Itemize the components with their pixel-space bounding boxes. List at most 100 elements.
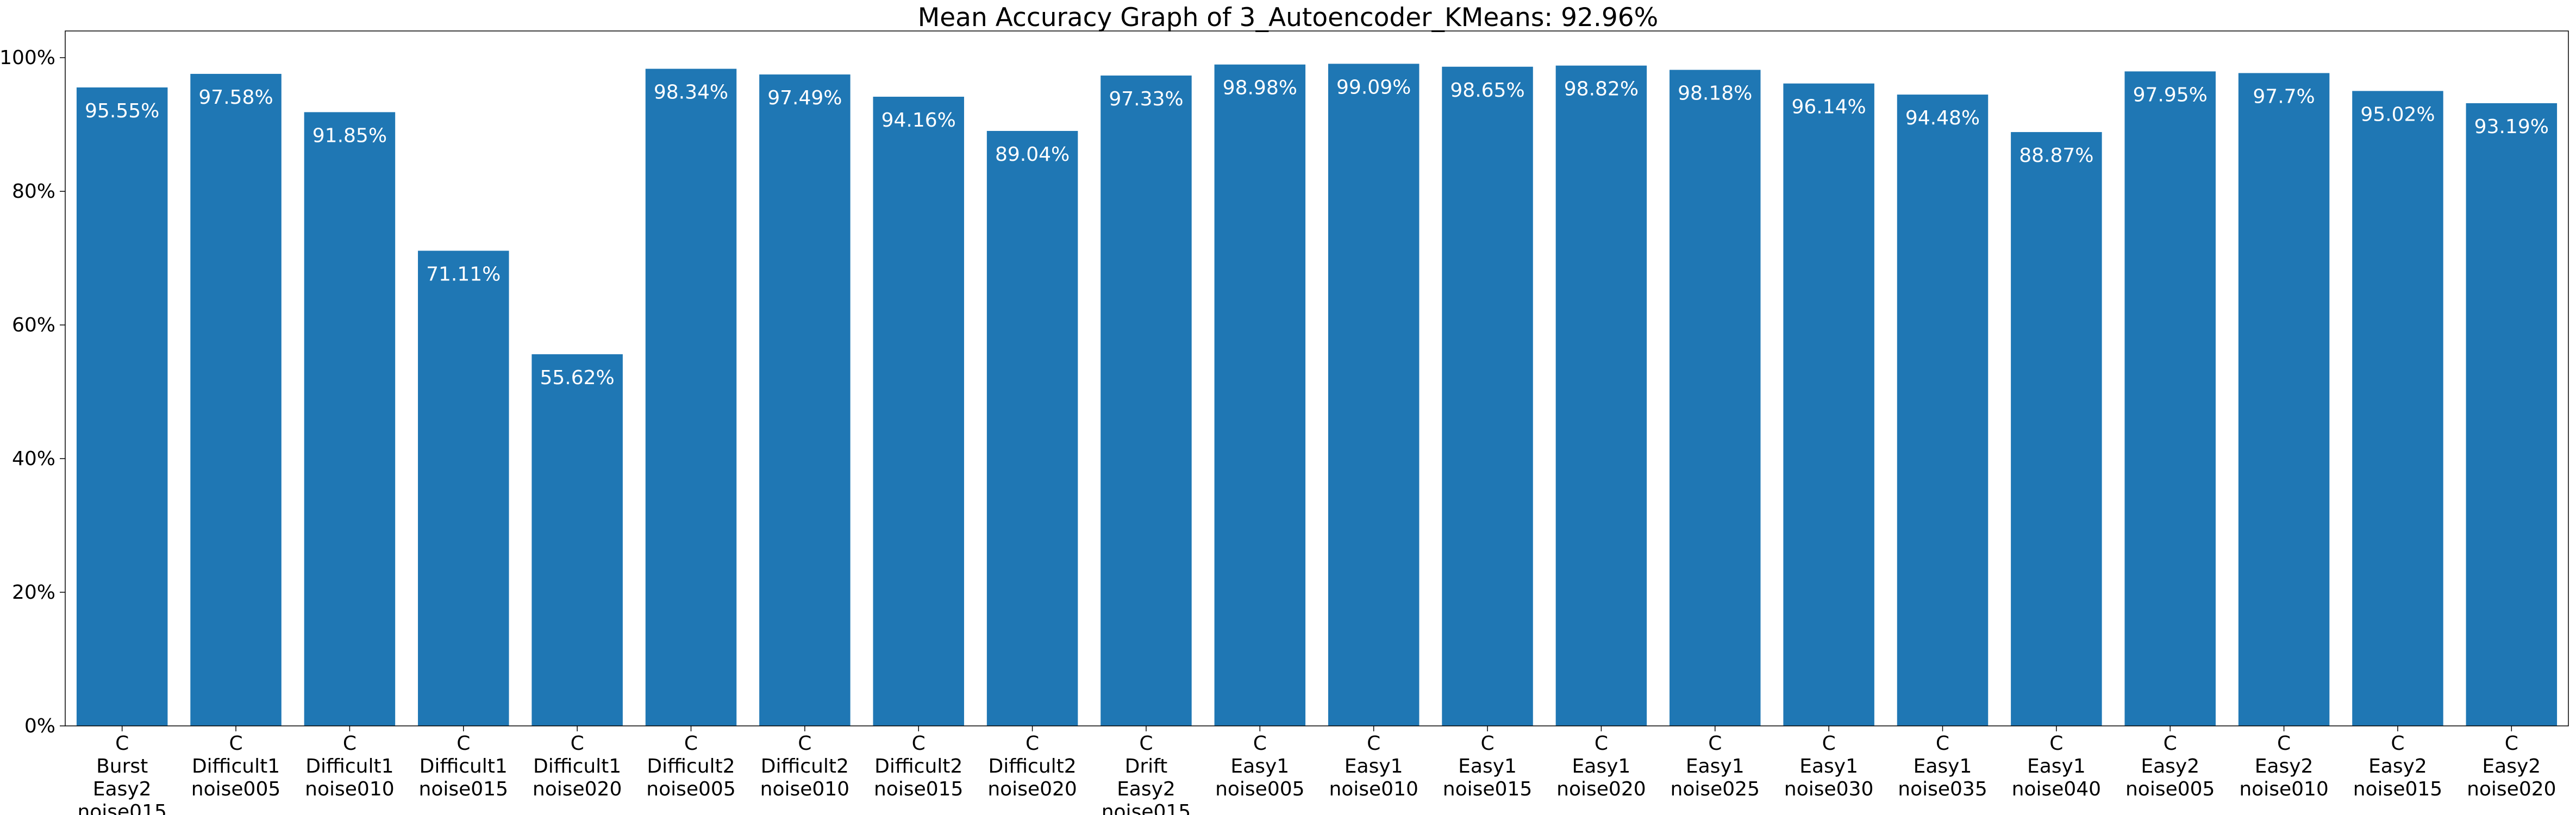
plot-frame [65,30,2569,726]
x-tick-label-line: Easy1 [1686,755,1745,778]
x-tick-label-line: Difficult1 [192,755,280,778]
x-tick-label-line: noise015 [419,778,508,800]
x-tick-label-line: C [2164,732,2177,755]
x-tick-label-line: noise020 [987,778,1077,800]
x-tick-label-line: noise040 [2012,778,2101,800]
x-tick-label: C Easy1 noise025 [1671,732,1760,800]
x-tick-label-line: C [343,732,357,755]
x-tick-label-line: C [684,732,698,755]
bar [1897,95,1989,726]
x-tick-label-line: noise020 [2467,778,2556,800]
bar [1670,70,1761,726]
bar-value-label: 91.85% [312,124,387,147]
x-tick-label-line: C [1936,732,1949,755]
x-tick-label-line: Easy1 [2027,755,2086,778]
x-tick-label: C Difficult2 noise005 [646,732,735,800]
x-tick-label-line: Easy1 [1572,755,1631,778]
x-tick-label-line: Easy1 [1458,755,1517,778]
x-tick-label-line: noise025 [1671,778,1760,800]
x-tick-label-line: Easy2 [2482,755,2541,778]
x-tick-label-line: noise010 [2239,778,2328,800]
x-tick-label-line: C [2049,732,2063,755]
x-tick-label: C Drift Easy2 noise015 [1102,732,1191,815]
x-tick-label-line: C [798,732,811,755]
x-tick-label: C Easy2 noise015 [2353,732,2442,800]
bar [76,87,168,726]
x-tick-label: C Difficult2 noise015 [874,732,963,800]
x-tick-label-line: noise015 [1443,778,1532,800]
x-tick-label-line: noise010 [305,778,394,800]
bar [1555,65,1647,726]
x-tick-label-line: C [115,732,129,755]
x-tick-label: C Easy1 noise020 [1556,732,1646,800]
x-tick-label-line: Easy1 [1799,755,1858,778]
x-tick-label-line: Easy2 [1117,778,1176,800]
bar [759,74,851,726]
x-tick-label-line: C [1708,732,1722,755]
bar [1214,64,1306,726]
x-tick-label: C Easy1 noise035 [1898,732,1987,800]
bar [532,354,623,726]
bar [986,130,1078,726]
x-tick-label-line: Easy1 [1914,755,1972,778]
x-tick-label-line: noise020 [533,778,622,800]
value-labels: 95.55% 97.58% 91.85% 71.11% 55.62% 98.34% 97.4… [85,76,2549,389]
bar-value-label: 98.82% [1564,78,1639,101]
x-tick-label: C Easy1 noise030 [1784,732,1873,800]
x-tick-label: C Easy2 noise020 [2467,732,2556,800]
bar-value-label: 95.02% [2360,103,2435,126]
bar-value-label: 95.55% [85,100,159,122]
x-tick-label-line: noise005 [646,778,735,800]
x-tick-label-line: C [1367,732,1380,755]
bar-value-label: 97.7% [2253,85,2315,108]
bar [1783,83,1874,726]
x-tick-label-line: Easy1 [1345,755,1403,778]
bar-value-label: 94.48% [1905,107,1980,129]
bar [304,112,396,726]
bar-value-label: 93.19% [2474,116,2549,138]
x-tick-label-line: noise005 [2125,778,2215,800]
x-tick-label-line: Difficult2 [874,755,962,778]
bar-value-label: 98.98% [1223,77,1297,99]
x-tick-label-line: Difficult2 [761,755,849,778]
bar [190,73,282,726]
x-tick-label-line: noise015 [1102,801,1191,815]
bar-value-label: 89.04% [995,143,1070,166]
bar-value-label: 98.34% [654,82,728,104]
x-tick-label-line: noise015 [2353,778,2442,800]
x-tick-label-line: Difficult2 [989,755,1077,778]
x-tick-label-line: C [571,732,584,755]
x-tick-label-line: noise010 [1329,778,1418,800]
bar [1442,66,1533,726]
x-tick-label-line: noise015 [874,778,963,800]
bar-value-label: 97.33% [1109,88,1183,110]
bar [1328,64,1420,726]
bar [2011,132,2102,726]
x-tick-label: C Difficult1 noise010 [305,732,394,800]
y-tick-label: 20% [12,581,55,604]
x-tick-label-line: C [457,732,470,755]
y-tick-label: 100% [0,47,55,69]
bar-value-label: 71.11% [426,263,501,285]
bar-value-label: 97.95% [2133,84,2208,106]
x-tick-label: C Difficult1 noise005 [191,732,280,800]
bars [76,64,2558,726]
bar-value-label: 96.14% [1791,96,1866,118]
bar-value-label: 55.62% [540,367,614,389]
x-tick-label-line: C [1480,732,1494,755]
bar [873,97,964,726]
bar-value-label: 97.49% [767,87,842,109]
y-tick-label: 0% [24,715,55,737]
x-tick-label-line: noise010 [760,778,849,800]
bar-value-label: 94.16% [881,109,956,131]
x-tick-label-line: C [1595,732,1608,755]
y-axis: 0% 20% 40% 60% 80% 100% [0,47,65,737]
bar-value-label: 98.65% [1450,79,1524,102]
x-tick-label-line: C [1026,732,1039,755]
x-tick-label-line: Burst [96,755,148,778]
bar [2238,73,2330,726]
y-tick-label: 40% [12,448,55,470]
x-tick-label-line: C [2391,732,2404,755]
bar [1101,76,1192,726]
x-tick-label: C Difficult2 noise020 [987,732,1077,800]
